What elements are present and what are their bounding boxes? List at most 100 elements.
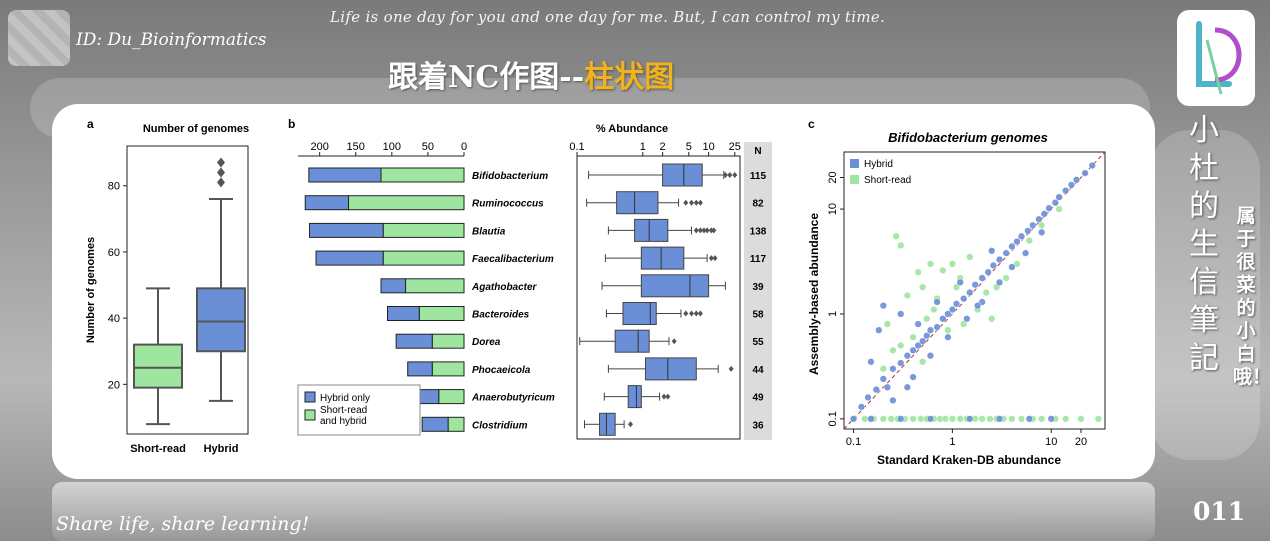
outlier-marker (689, 199, 695, 206)
point-hybrid (875, 326, 883, 334)
outlier-marker (689, 310, 695, 317)
category-label: Ruminococcus (472, 199, 544, 210)
outlier-marker (704, 227, 710, 234)
outlier-marker (727, 172, 733, 178)
count-value: 55 (752, 337, 764, 348)
outlier-marker (217, 157, 225, 168)
point-short-read (1025, 236, 1033, 245)
point-hybrid (879, 301, 887, 310)
abundance-box (640, 274, 710, 298)
bar-hybrid-only (304, 195, 350, 211)
outlier-marker (683, 310, 689, 317)
count-value: 44 (752, 365, 764, 376)
x-tick-label: 150 (347, 141, 365, 153)
point-hybrid (952, 300, 961, 308)
legend-swatch-hybrid (304, 391, 316, 403)
outlier-marker (708, 255, 714, 262)
y-tick-label: 10 (827, 203, 839, 215)
point-hybrid (1008, 263, 1016, 271)
bar-hybrid-only (395, 333, 433, 349)
point-short-read (956, 415, 964, 423)
bar-short-read-and-hybrid (418, 306, 465, 321)
x-tick-label: 1 (949, 436, 955, 448)
point-hybrid (914, 341, 922, 350)
bar-short-read-and-hybrid (431, 333, 465, 349)
bar-hybrid-only (315, 250, 384, 266)
point-hybrid (1013, 237, 1021, 246)
y-tick-label: 40 (108, 313, 120, 325)
point-short-read (960, 320, 968, 328)
abundance-box (622, 302, 657, 325)
counts-header: N (754, 146, 761, 157)
point-short-read (897, 341, 905, 350)
box-hybrid (196, 287, 246, 353)
point-hybrid (1002, 249, 1010, 257)
abundance-box (640, 246, 685, 270)
point-hybrid (903, 352, 911, 360)
point-hybrid (1038, 228, 1046, 236)
outlier-marker (693, 199, 699, 206)
point-short-read (889, 346, 897, 354)
point-short-read (883, 320, 892, 328)
point-hybrid (883, 383, 892, 391)
scatter-ylabel: Assembly-based abundance (807, 213, 821, 375)
point-hybrid (995, 415, 1004, 423)
count-value: 36 (752, 420, 764, 431)
x-tick-label: Hybrid (204, 443, 239, 455)
panel-label-a: a (87, 117, 94, 131)
point-short-read (1077, 415, 1085, 423)
point-hybrid (966, 288, 974, 297)
y-tick-label: 20 (108, 379, 120, 391)
point-hybrid (988, 247, 996, 255)
point-short-read (1055, 205, 1063, 213)
category-label: Blautia (472, 226, 506, 237)
point-hybrid (1024, 227, 1032, 235)
point-hybrid (909, 373, 917, 381)
point-short-read (939, 266, 947, 275)
point-short-read (887, 415, 895, 423)
point-short-read (986, 415, 994, 423)
motto-text: Life is one day for you and one day for … (330, 8, 886, 26)
category-label: Phocaeicola (472, 365, 531, 376)
point-hybrid (1051, 199, 1059, 207)
outlier-marker (711, 227, 717, 234)
legend-label-short: Short-read (864, 175, 911, 186)
point-hybrid (1081, 169, 1089, 177)
category-label: Faecalibacterium (472, 254, 554, 265)
panel-c: Bifidobacterium genomes Standard Kraken-… (807, 130, 1106, 467)
point-hybrid (919, 337, 927, 345)
panel-b-bars: Number of genomes 200 150 100 50 0 Bifidobact… (143, 123, 772, 440)
outlier-marker (697, 310, 703, 317)
title-main: 跟着NC作图-- (388, 60, 585, 95)
outlier-marker (732, 172, 738, 178)
point-short-read (897, 241, 905, 250)
y-axis-label: Number of genomes (85, 237, 97, 343)
count-value: 117 (750, 254, 767, 265)
bar-hybrid-only (386, 306, 420, 321)
point-hybrid (1040, 210, 1048, 218)
scatter-xlabel: Standard Kraken-DB abundance (877, 453, 1061, 467)
point-hybrid (956, 278, 964, 287)
outlier-marker (722, 172, 728, 178)
x-tick-label: 1 (640, 141, 646, 153)
x-tick-label: 5 (686, 141, 692, 153)
point-hybrid (889, 396, 897, 405)
bar-chart-title: Number of genomes (143, 123, 249, 135)
outlier-marker (683, 199, 689, 206)
abundance-box (634, 218, 669, 242)
bar-short-read-and-hybrid (382, 222, 465, 238)
outlier-marker (217, 167, 225, 178)
x-tick-label: 50 (422, 141, 434, 153)
point-short-read (948, 415, 957, 423)
point-short-read (914, 268, 922, 276)
point-hybrid (1021, 249, 1030, 257)
outlier-marker (701, 227, 707, 234)
point-short-read (926, 260, 935, 268)
bar-hybrid-only (380, 278, 407, 294)
legend-label-short: Short-read and hybrid (320, 405, 367, 427)
point-hybrid (897, 310, 905, 318)
legend-label-hybrid: Hybrid (864, 159, 893, 170)
bar-short-read-and-hybrid (380, 167, 465, 183)
panel-b-abundance: % Abundance 0.1 1 2 5 10 25 (569, 123, 741, 440)
